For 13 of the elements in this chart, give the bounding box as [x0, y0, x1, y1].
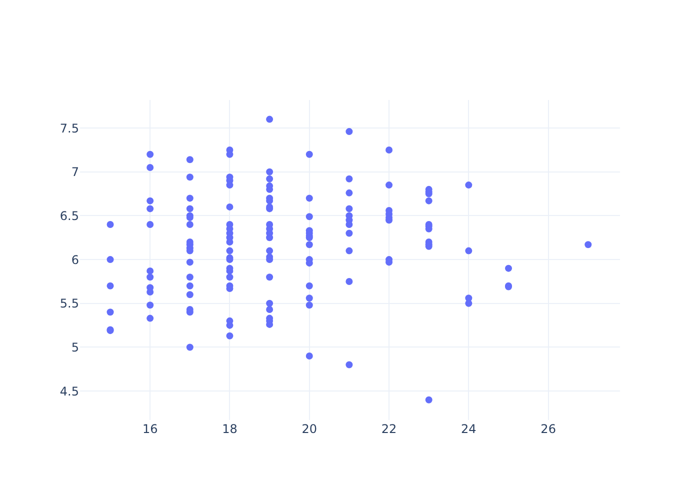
- y-tick-label: 7: [71, 165, 79, 180]
- y-tick-label: 6.5: [60, 208, 79, 223]
- y-tick-label: 5: [71, 340, 79, 354]
- x-tick-label: 20: [302, 422, 318, 436]
- y-tick-label: 7.5: [60, 121, 79, 136]
- x-tick-label: 26: [540, 422, 556, 436]
- x-tick-label: 18: [222, 422, 238, 436]
- x-tick-label: 22: [381, 422, 397, 436]
- x-tick-label: 16: [142, 422, 158, 436]
- y-tick-label: 4.5: [60, 384, 79, 398]
- x-tick-label: 24: [461, 422, 476, 436]
- y-tick-label: 6: [71, 252, 79, 267]
- y-tick-label: 5.5: [60, 296, 79, 311]
